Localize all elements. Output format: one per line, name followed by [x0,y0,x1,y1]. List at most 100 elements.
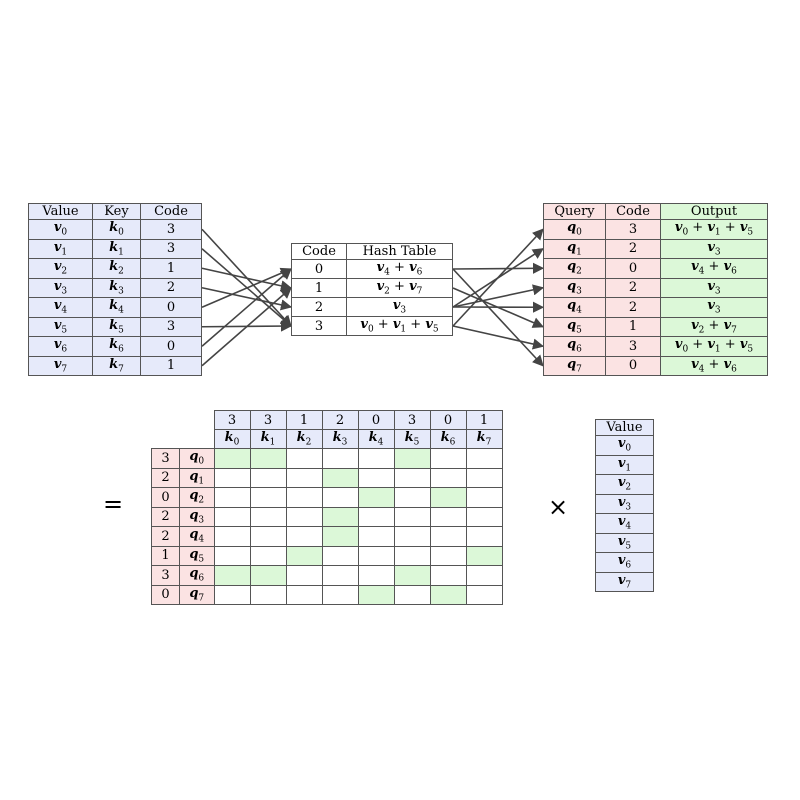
right-row: q2 0 v4 + v6 [543,258,768,279]
query-cell: q4 [543,297,606,318]
right-row: q7 0 v4 + v6 [543,355,768,376]
output-term-index: 5 [747,345,754,356]
matrix-key-label: k0 [213,429,251,449]
matrix-query-code: 3 [151,565,180,586]
key-cell: k5 [92,316,141,337]
hash-to-query-arrow [452,248,544,308]
output-term-index: 7 [731,325,737,336]
matrix-cell-match [321,506,359,527]
hash-term-symbol: v7 [409,279,423,297]
matrix-cell [465,448,503,469]
matrix-cell [393,487,431,508]
matrix-query-index: 0 [198,457,205,468]
left-row: v3 k3 2 [28,277,202,298]
matrix-cell [213,487,251,508]
output-term-symbol: v3 [707,278,721,297]
matrix-key-symbol: k5 [404,430,420,448]
matrix-cell-match [249,448,287,469]
matrix-corner [180,411,215,430]
matrix-key-index: 1 [269,437,276,448]
matrix-key-code: 0 [357,410,395,430]
value-index: 5 [61,325,68,336]
matrix-key-symbol: k7 [476,430,492,448]
output-plus: + [720,337,740,353]
output-cell: v3 [660,297,768,318]
value-symbol: v4 [53,298,68,317]
matrix-cell-match [285,545,323,566]
hash-term-index: 0 [367,324,374,335]
value-column-index: 3 [625,502,632,513]
header-code-right: Code [605,203,661,220]
value-index: 6 [61,345,68,356]
hash-term-symbol: v0 [360,317,374,335]
value-column-symbol: v0 [617,436,632,455]
matrix-query-symbol: q5 [189,546,205,565]
output-cell: v0 + v1 + v5 [660,219,768,240]
output-plus: + [720,220,740,236]
key-cell: k4 [92,297,141,318]
query-cell: q7 [543,355,606,376]
hash-to-query-arrow [452,284,545,308]
output-term-symbol: v4 [691,259,705,278]
hash-term-index: 5 [432,324,439,335]
query-symbol: q7 [567,356,582,375]
matrix-key-index: 3 [341,437,348,448]
query-symbol: q1 [567,239,582,258]
right-row: q3 2 v3 [543,277,768,298]
query-index: 7 [576,364,582,375]
hash-term-index: 3 [400,305,407,316]
matrix-cell [321,565,359,586]
matrix-cell-match [429,487,467,508]
query-symbol: q2 [567,259,582,278]
matrix-query-index: 3 [198,515,205,526]
hash-entry-cell: v0 + v1 + v5 [346,316,453,336]
matrix-cell [429,506,467,527]
key-symbol: k0 [109,220,124,239]
hash-code-cell: 3 [291,316,347,336]
value-cell: v4 [28,297,93,318]
key-symbol: k5 [109,317,124,336]
output-plus: + [704,356,724,372]
matrix-query-symbol: q3 [189,507,205,526]
hash-to-query-arrow [452,325,545,350]
output-term-symbol: v1 [707,220,721,239]
value-column-symbol: v7 [617,572,632,591]
key-cell: k2 [92,258,141,279]
output-term-symbol: v5 [739,337,754,356]
matrix-cell [249,467,287,488]
hash-term-symbol: v6 [409,260,423,278]
matrix-query-code: 2 [151,467,180,488]
output-term-symbol: v0 [674,220,689,239]
code-cell: 3 [140,238,202,259]
matrix-cell [285,467,323,488]
output-plus: + [688,337,708,353]
hash-term-index: 6 [416,267,423,278]
matrix-key-symbol: k1 [260,430,276,448]
query-code-output-table: Query Code Output q0 3 v0 + v1 + v5 q1 2 v3 q2… [543,203,768,376]
right-row: q1 2 v3 [543,238,768,259]
value-column-cell: v0 [595,435,654,456]
hash-row: 2 v3 [291,297,453,317]
value-index: 2 [61,267,68,278]
matrix-key-symbol: k0 [224,430,240,448]
output-term-symbol: v6 [723,356,737,375]
matrix-key-code: 3 [249,410,287,430]
query-index: 1 [576,247,582,258]
output-cell: v3 [660,277,768,298]
matrix-cell [213,467,251,488]
matrix-key-index: 2 [305,437,312,448]
matrix-query-index: 2 [198,496,205,507]
matrix-key-code: 1 [285,410,323,430]
hash-term-symbol: v1 [392,317,407,335]
matrix-key-code: 1 [465,410,503,430]
matrix-row: 2 q3 [151,506,503,527]
matrix-cell [285,584,323,605]
output-term-index: 4 [698,267,705,278]
matrix-key-label: k3 [321,429,359,449]
output-term-symbol: v1 [707,337,721,356]
matrix-cell [465,526,503,547]
value-column-row: v1 [595,454,654,475]
key-symbol: k7 [109,356,124,375]
hash-plus: + [389,260,410,276]
output-term-index: 5 [747,228,754,239]
